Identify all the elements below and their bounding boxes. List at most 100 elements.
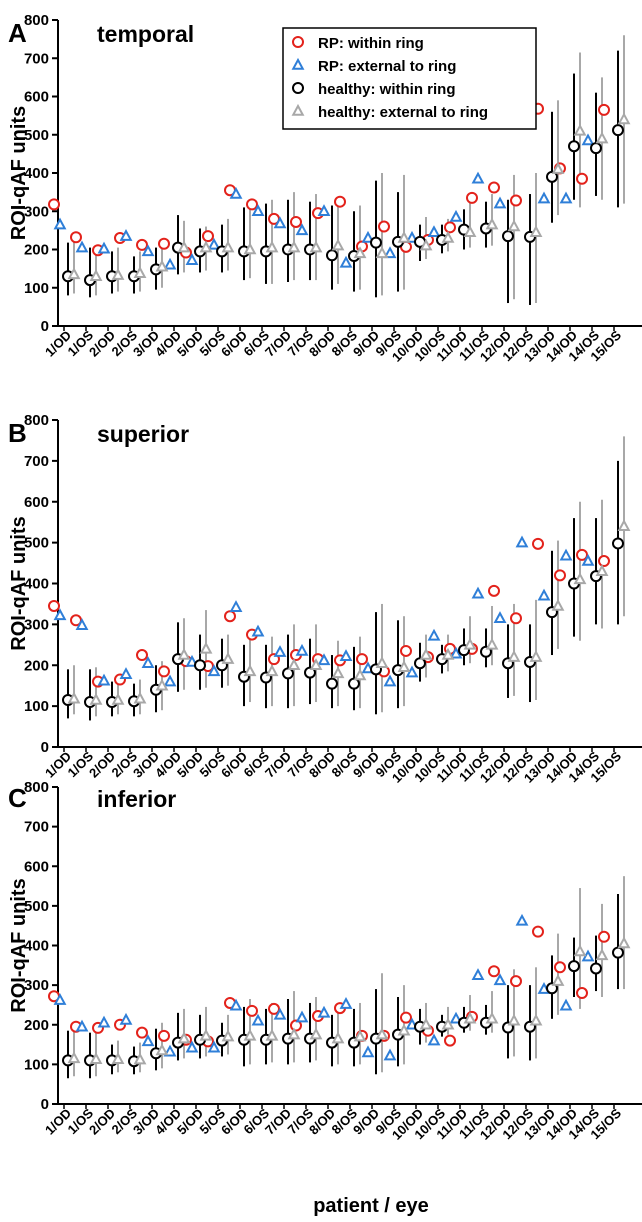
data-point-healthy-external: [551, 974, 565, 986]
data-point-rp-within: [158, 665, 170, 678]
data-point-rp-external: [471, 171, 485, 184]
data-point-rp-within: [136, 649, 148, 662]
data-point-healthy-external: [221, 652, 235, 664]
y-tick-label: 200: [24, 1017, 49, 1034]
data-point-rp-external: [559, 998, 573, 1011]
y-tick-label: 500: [24, 127, 49, 144]
data-point-rp-within: [444, 1034, 456, 1047]
data-point-rp-within: [246, 198, 258, 211]
data-point-healthy-external: [221, 240, 235, 253]
legend-marker: [291, 103, 305, 116]
data-point-rp-within: [576, 172, 588, 185]
data-point-rp-within: [532, 537, 544, 550]
data-point-rp-external: [405, 230, 419, 243]
data-point-healthy-external: [397, 1023, 411, 1036]
data-point-healthy-external: [111, 268, 125, 280]
data-point-healthy-external: [397, 660, 411, 673]
panel-title: inferior: [97, 786, 176, 812]
y-tick-label: 600: [24, 89, 49, 106]
data-point-healthy-external: [375, 1027, 389, 1040]
data-point-healthy-external: [67, 691, 81, 704]
data-point-rp-external: [339, 649, 353, 662]
data-point-rp-external: [537, 191, 551, 204]
data-point-rp-external: [295, 643, 309, 656]
data-point-healthy-external: [463, 1011, 477, 1024]
panel-letter: C: [8, 783, 27, 813]
data-point-healthy-external: [89, 269, 103, 282]
data-point-rp-external: [251, 624, 265, 637]
data-point-healthy-external: [617, 112, 631, 125]
data-point-healthy-external: [67, 1051, 81, 1064]
data-point-rp-within: [202, 230, 214, 243]
legend-label: healthy: within ring: [318, 81, 456, 98]
y-tick-label: 500: [24, 898, 49, 915]
data-point-healthy-external: [111, 692, 125, 705]
data-point-rp-within: [48, 198, 60, 211]
data-point-rp-external: [185, 1040, 199, 1053]
data-point-rp-within: [400, 644, 412, 657]
data-point-rp-within: [554, 569, 566, 582]
data-point-healthy-external: [375, 656, 389, 668]
data-point-healthy-external: [507, 1013, 521, 1026]
data-point-rp-external: [339, 997, 353, 1009]
data-point-rp-external: [273, 216, 287, 229]
data-point-healthy-within: [590, 962, 602, 975]
data-point-rp-within: [488, 965, 500, 978]
data-point-rp-within: [598, 103, 610, 116]
data-point-healthy-external: [89, 692, 103, 705]
data-point-rp-external: [75, 1019, 89, 1032]
data-point-rp-external: [449, 646, 463, 659]
data-point-healthy-external: [243, 664, 257, 677]
data-point-rp-external: [163, 1044, 177, 1057]
data-point-rp-within: [532, 925, 544, 938]
data-point-rp-within: [444, 221, 456, 234]
data-point-rp-external: [515, 535, 529, 548]
data-point-healthy-external: [617, 936, 631, 949]
y-tick-label: 0: [41, 739, 49, 756]
y-tick-label: 400: [24, 165, 49, 182]
y-tick-label: 700: [24, 819, 49, 836]
data-point-rp-external: [427, 1033, 441, 1046]
data-point-rp-within: [158, 237, 170, 250]
data-point-rp-external: [207, 237, 221, 250]
data-point-rp-external: [141, 1034, 155, 1047]
data-point-healthy-external: [133, 691, 147, 704]
data-point-rp-external: [581, 133, 595, 146]
data-point-healthy-within: [348, 677, 360, 690]
data-point-healthy-external: [529, 225, 543, 238]
data-point-healthy-external: [265, 1028, 279, 1041]
data-point-healthy-external: [507, 219, 521, 232]
data-point-rp-external: [53, 217, 67, 230]
data-point-rp-external: [229, 998, 243, 1011]
data-point-rp-within: [48, 599, 60, 612]
data-point-healthy-external: [243, 242, 257, 255]
data-point-rp-within: [224, 610, 236, 623]
data-point-healthy-external: [573, 944, 587, 957]
data-point-rp-within: [334, 195, 346, 208]
data-point-healthy-external: [177, 240, 191, 253]
data-point-healthy-external: [419, 1017, 433, 1030]
legend-label: healthy: external to ring: [318, 104, 488, 121]
data-point-healthy-external: [309, 1027, 323, 1040]
data-point-healthy-external: [287, 240, 301, 253]
data-point-rp-external: [317, 1005, 331, 1018]
y-tick-label: 300: [24, 203, 49, 220]
data-point-rp-external: [361, 1045, 375, 1058]
data-point-healthy-within: [326, 677, 338, 690]
data-point-healthy-external: [529, 1013, 543, 1026]
y-tick-label: 700: [24, 453, 49, 470]
data-point-rp-external: [427, 628, 441, 641]
data-point-rp-external: [141, 244, 155, 257]
data-point-healthy-external: [199, 1028, 213, 1041]
data-point-healthy-external: [287, 658, 301, 670]
data-point-healthy-within: [326, 249, 338, 262]
data-point-healthy-external: [573, 572, 587, 585]
data-point-rp-within: [290, 1019, 302, 1032]
data-point-healthy-external: [485, 637, 499, 650]
data-point-rp-external: [339, 255, 353, 268]
data-point-healthy-external: [485, 1011, 499, 1024]
y-tick-label: 100: [24, 1056, 49, 1073]
